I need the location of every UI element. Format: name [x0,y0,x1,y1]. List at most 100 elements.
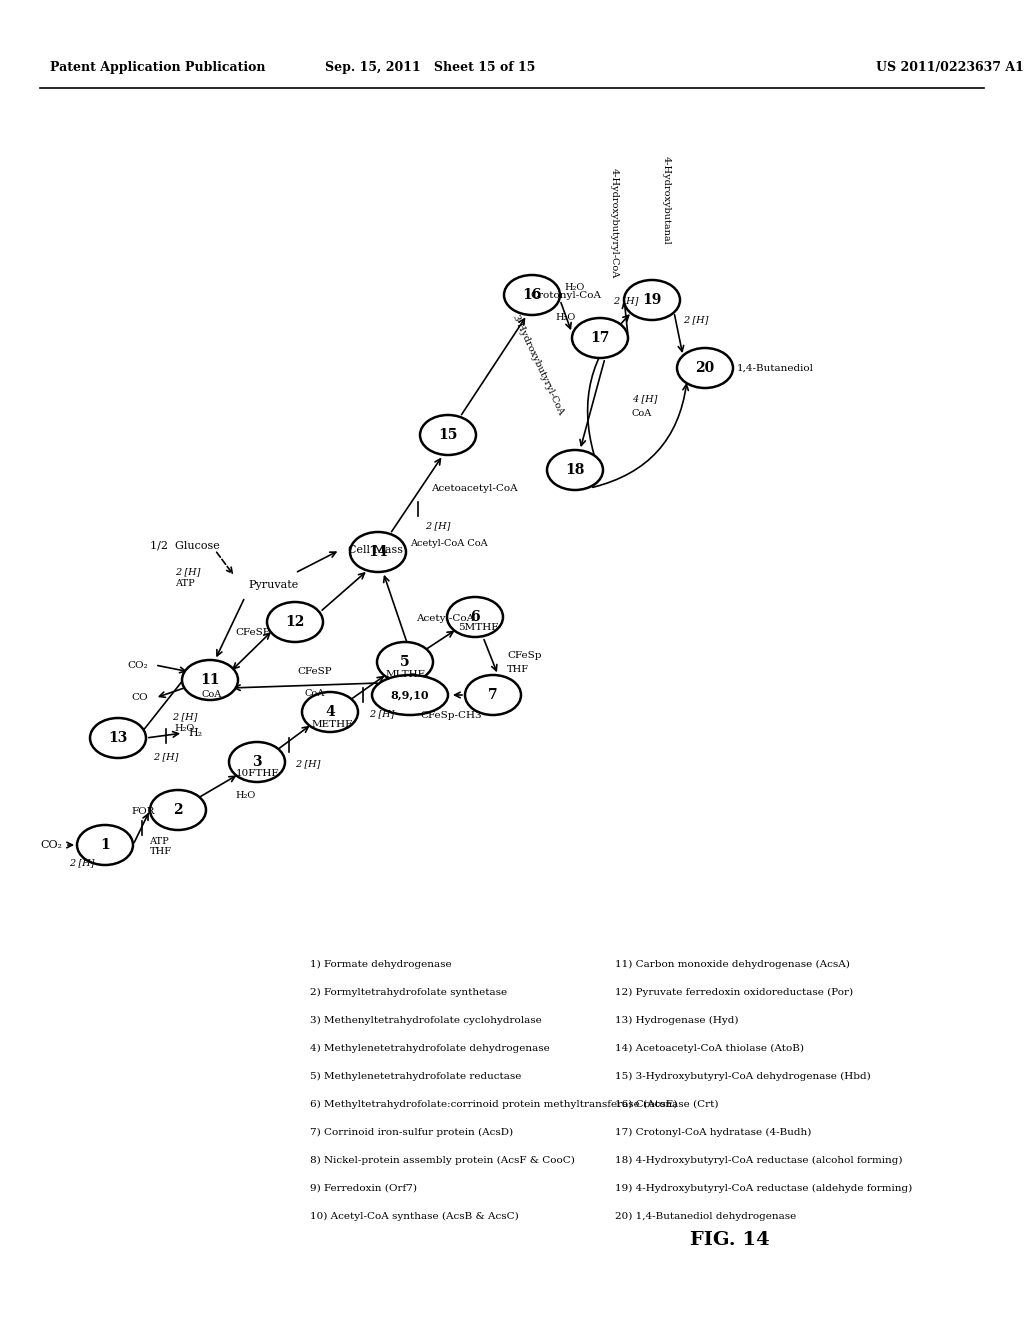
Text: 9) Ferredoxin (Orf7): 9) Ferredoxin (Orf7) [310,1184,417,1193]
Text: 13) Hydrogenase (Hyd): 13) Hydrogenase (Hyd) [615,1016,738,1026]
Text: 5: 5 [400,655,410,669]
Text: Patent Application Publication: Patent Application Publication [50,62,265,74]
Text: Acetyl-CoA: Acetyl-CoA [416,614,474,623]
Text: 18: 18 [565,463,585,477]
Text: Acetoacetyl-CoA: Acetoacetyl-CoA [431,484,517,492]
Text: 2 [H]: 2 [H] [683,315,709,323]
Ellipse shape [372,675,449,715]
Text: CO: CO [131,693,148,702]
Text: CFeSP: CFeSP [298,667,333,676]
Text: Pyruvate: Pyruvate [248,579,298,590]
Ellipse shape [547,450,603,490]
Text: 7) Corrinoid iron-sulfur protein (AcsD): 7) Corrinoid iron-sulfur protein (AcsD) [310,1129,513,1137]
Text: 4-Hydroxybutanal: 4-Hydroxybutanal [662,156,671,246]
Text: THF: THF [507,665,529,675]
Text: CFeSp: CFeSp [507,652,542,660]
Ellipse shape [90,718,146,758]
Text: 1: 1 [100,838,110,851]
Text: 19) 4-Hydroxybutyryl-CoA reductase (aldehyde forming): 19) 4-Hydroxybutyryl-CoA reductase (alde… [615,1184,912,1193]
Text: 4-Hydroxybutyryl-CoA: 4-Hydroxybutyryl-CoA [610,168,618,279]
Text: 6: 6 [470,610,480,624]
Text: H₂O: H₂O [556,313,577,322]
Text: FIG. 14: FIG. 14 [690,1232,770,1249]
Ellipse shape [624,280,680,319]
Ellipse shape [302,692,358,733]
Text: 4 [H]: 4 [H] [632,395,657,404]
Text: 15) 3-Hydroxybutyryl-CoA dehydrogenase (Hbd): 15) 3-Hydroxybutyryl-CoA dehydrogenase (… [615,1072,870,1081]
Text: 4: 4 [326,705,335,719]
Text: 8,9,10: 8,9,10 [391,689,429,701]
Text: H₂: H₂ [188,729,202,738]
Text: 4) Methylenetetrahydrofolate dehydrogenase: 4) Methylenetetrahydrofolate dehydrogena… [310,1044,550,1053]
Text: H₂O: H₂O [564,282,585,292]
Ellipse shape [229,742,285,781]
Text: 16) Crotonase (Crt): 16) Crotonase (Crt) [615,1100,719,1109]
Text: 3-Hydroxybutyryl-CoA: 3-Hydroxybutyryl-CoA [510,313,565,417]
Ellipse shape [465,675,521,715]
Text: 17: 17 [590,331,609,345]
Ellipse shape [572,318,628,358]
Text: US 2011/0223637 A1: US 2011/0223637 A1 [877,62,1024,74]
Text: 3) Methenyltetrahydrofolate cyclohydrolase: 3) Methenyltetrahydrofolate cyclohydrola… [310,1016,542,1026]
Text: MLTHF: MLTHF [385,671,425,678]
Text: H₂O: H₂O [175,723,196,733]
Text: 14: 14 [369,545,388,558]
Text: 12: 12 [286,615,305,630]
Text: 18) 4-Hydroxybutyryl-CoA reductase (alcohol forming): 18) 4-Hydroxybutyryl-CoA reductase (alco… [615,1156,902,1166]
Text: Acetyl-CoA CoA: Acetyl-CoA CoA [410,540,487,549]
Text: CoA: CoA [305,689,326,698]
Text: CoA: CoA [202,690,222,700]
Text: 2 [H]: 2 [H] [70,858,94,867]
Text: 12) Pyruvate ferredoxin oxidoreductase (Por): 12) Pyruvate ferredoxin oxidoreductase (… [615,987,853,997]
Ellipse shape [377,642,433,682]
Ellipse shape [677,348,733,388]
Text: CFeSp-CH3: CFeSp-CH3 [421,711,482,719]
Text: 2) Formyltetrahydrofolate synthetase: 2) Formyltetrahydrofolate synthetase [310,987,507,997]
Text: 1) Formate dehydrogenase: 1) Formate dehydrogenase [310,960,452,969]
Text: 20: 20 [695,360,715,375]
Text: 2 [H]: 2 [H] [154,752,178,762]
Text: 8) Nickel-protein assembly protein (AcsF & CooC): 8) Nickel-protein assembly protein (AcsF… [310,1156,574,1166]
Ellipse shape [447,597,503,638]
Text: 2 [H]: 2 [H] [370,709,395,718]
Text: Cell Mass: Cell Mass [348,545,403,554]
Text: CO₂: CO₂ [127,660,148,669]
Text: 7: 7 [488,688,498,702]
Text: 11: 11 [201,673,220,686]
Text: 5MTHF: 5MTHF [458,623,499,631]
Text: 5) Methylenetetrahydrofolate reductase: 5) Methylenetetrahydrofolate reductase [310,1072,521,1081]
Text: ATP: ATP [150,837,169,846]
Text: CoA: CoA [632,409,652,418]
Text: CFeSP: CFeSP [236,628,269,638]
Text: 2 [H]: 2 [H] [425,521,451,531]
Text: 14) Acetoacetyl-CoA thiolase (AtoB): 14) Acetoacetyl-CoA thiolase (AtoB) [615,1044,804,1053]
Text: CO₂: CO₂ [40,840,62,850]
Text: 2 [H]: 2 [H] [613,296,639,305]
Text: 13: 13 [109,731,128,744]
Ellipse shape [420,414,476,455]
Text: 16: 16 [522,288,542,302]
Text: ATP: ATP [175,579,195,587]
Text: 1/2  Glucose: 1/2 Glucose [150,540,220,550]
Ellipse shape [182,660,238,700]
Text: 2 [H]: 2 [H] [172,711,198,721]
Text: 1,4-Butanediol: 1,4-Butanediol [737,363,814,372]
Text: 15: 15 [438,428,458,442]
Text: 2 [H]: 2 [H] [296,759,321,768]
Text: THF: THF [150,847,172,857]
Text: Sep. 15, 2011   Sheet 15 of 15: Sep. 15, 2011 Sheet 15 of 15 [325,62,536,74]
Text: 10FTHF: 10FTHF [236,770,279,777]
Ellipse shape [504,275,560,315]
Text: Crotonyl-CoA: Crotonyl-CoA [530,292,601,301]
Text: 2 [H]: 2 [H] [175,568,201,576]
Text: FOR: FOR [132,807,156,816]
Ellipse shape [350,532,406,572]
Ellipse shape [267,602,323,642]
Text: 19: 19 [642,293,662,308]
Text: 17) Crotonyl-CoA hydratase (4-Budh): 17) Crotonyl-CoA hydratase (4-Budh) [615,1129,811,1137]
Ellipse shape [150,789,206,830]
Text: METHF: METHF [311,719,352,729]
Text: 3: 3 [252,755,262,770]
Text: 6) Methyltetrahydrofolate:corrinoid protein methyltransferase (AcsE): 6) Methyltetrahydrofolate:corrinoid prot… [310,1100,677,1109]
Text: 20) 1,4-Butanediol dehydrogenase: 20) 1,4-Butanediol dehydrogenase [615,1212,797,1221]
